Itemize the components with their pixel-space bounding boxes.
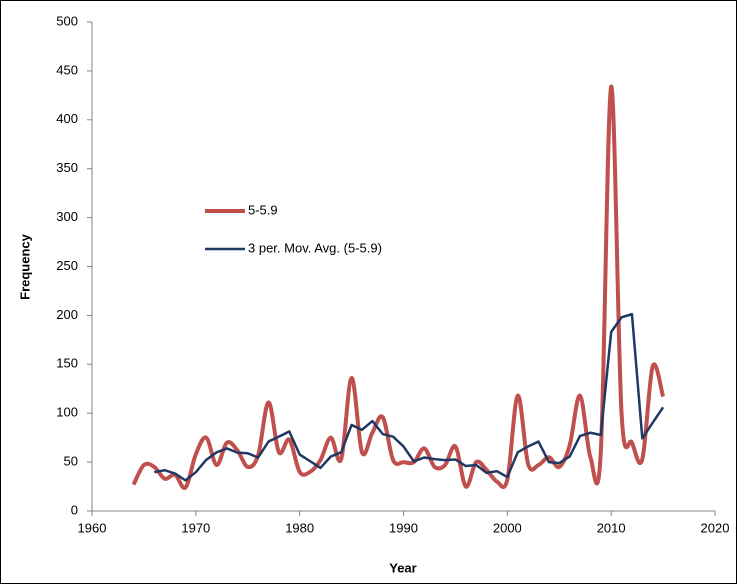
y-tick-label: 200 [56,307,78,322]
x-tick-label: 1970 [181,520,210,535]
x-tick-label: 1960 [78,520,107,535]
legend-label: 5-5.9 [248,202,278,217]
y-tick-label: 450 [56,62,78,77]
y-tick-label: 250 [56,258,78,273]
y-axis-title: Frequency [17,233,32,300]
x-axis-title: Year [389,560,416,575]
y-tick-label: 300 [56,209,78,224]
x-tick-label: 2000 [493,520,522,535]
legend-label: 3 per. Mov. Avg. (5-5.9) [248,240,382,255]
y-tick-label: 50 [64,454,78,469]
series-line [154,312,665,482]
x-tick-label: 2020 [701,520,730,535]
y-tick-label: 150 [56,356,78,371]
y-tick-label: 100 [56,405,78,420]
x-tick-label: 1990 [389,520,418,535]
x-tick-label: 2010 [597,520,626,535]
y-tick-label: 350 [56,160,78,175]
y-tick-label: 400 [56,111,78,126]
y-tick-label: 500 [56,13,78,28]
y-tick-label: 0 [71,502,78,517]
x-tick-label: 1980 [285,520,314,535]
